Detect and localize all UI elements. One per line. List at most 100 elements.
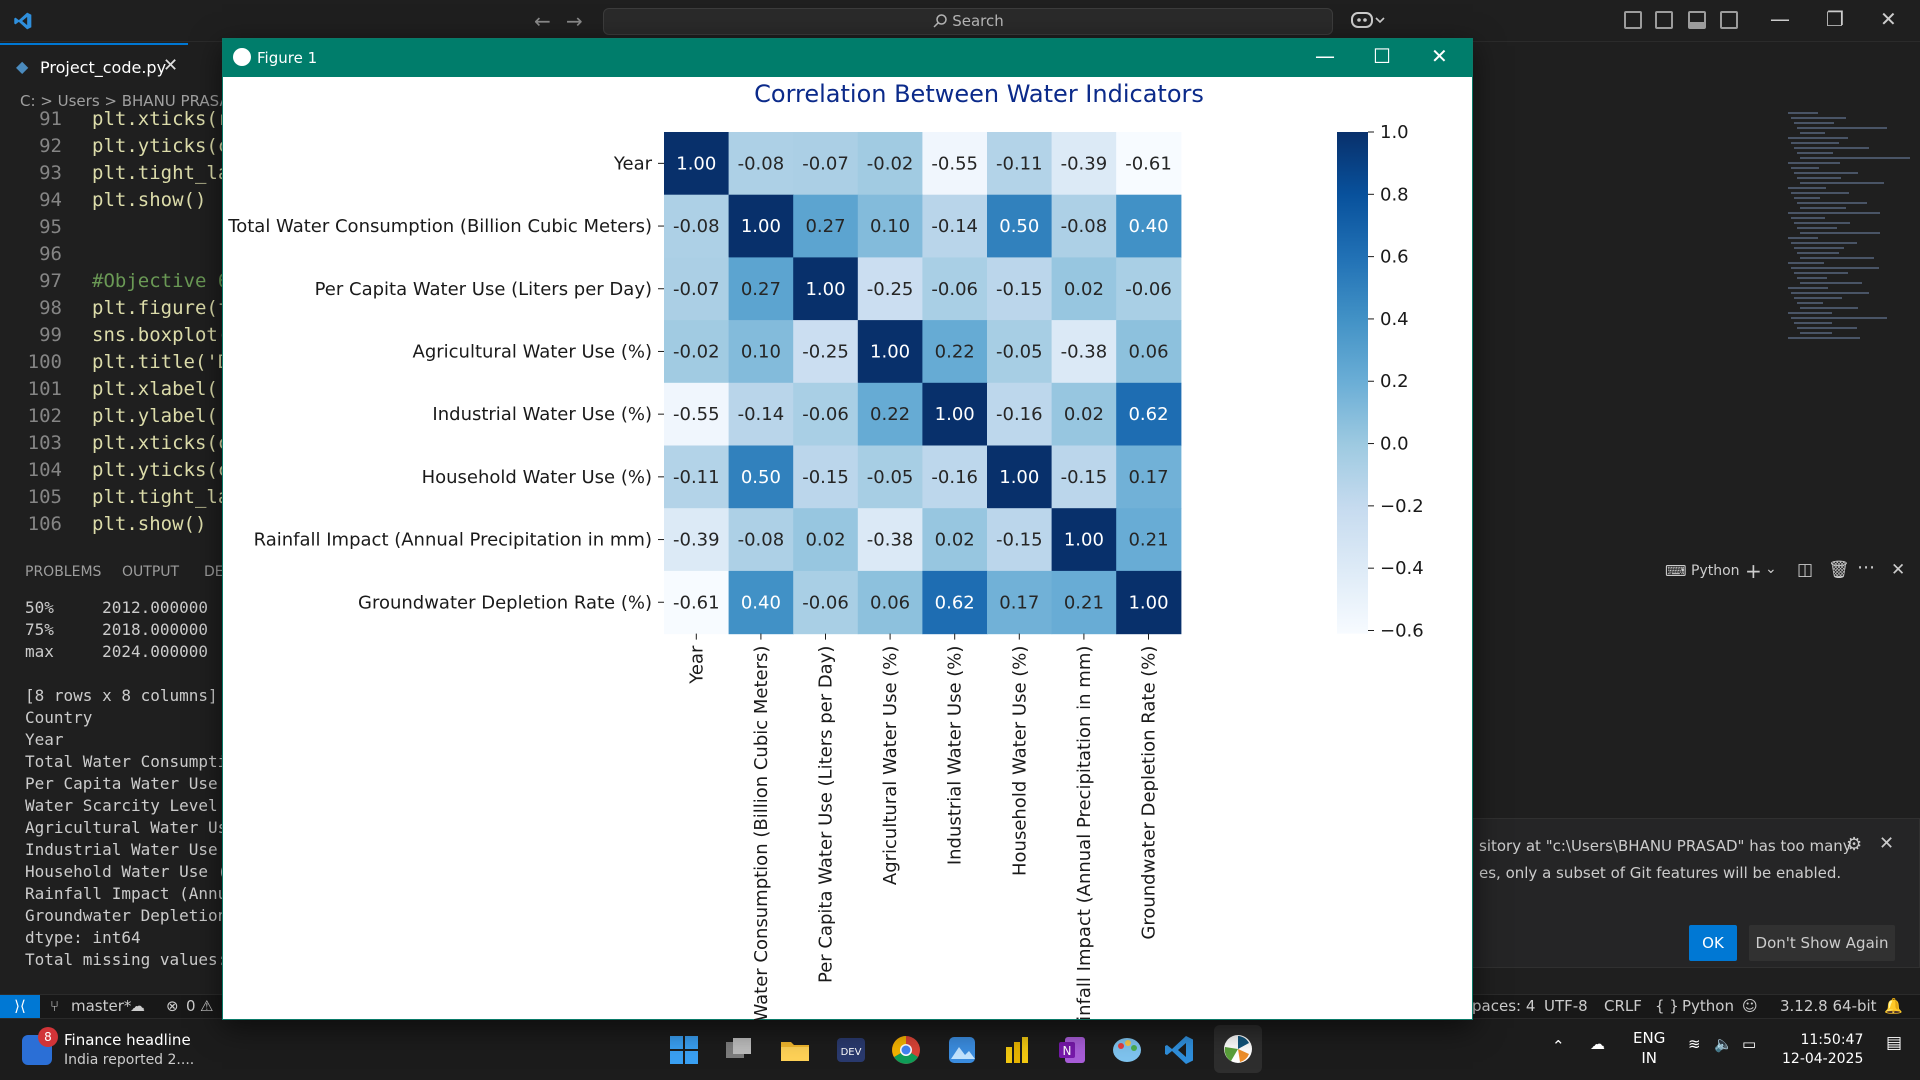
- forward-arrow-icon[interactable]: →: [566, 9, 583, 33]
- heatmap-cell-value: -0.15: [996, 279, 1043, 300]
- language-indicator[interactable]: ENG IN: [1633, 1028, 1665, 1068]
- terminal-output[interactable]: 50% 2012.000000 75% 2018.000000 max 2024.0…: [25, 598, 225, 972]
- code-line[interactable]: 106 plt.show(): [0, 513, 207, 540]
- code-line[interactable]: 99 sns.boxplot(: [0, 324, 229, 351]
- figure-canvas[interactable]: Correlation Between Water Indicators 1.0…: [223, 77, 1472, 1020]
- trash-icon[interactable]: 🗑: [1828, 560, 1850, 580]
- minimap[interactable]: [1788, 112, 1910, 342]
- more-actions-icon[interactable]: ⋯: [1857, 557, 1875, 578]
- close-panel-icon[interactable]: ✕: [1891, 560, 1906, 580]
- sync-icon[interactable]: ☁: [130, 997, 145, 1015]
- code-line[interactable]: 93 plt.tight_la: [0, 162, 229, 189]
- chrome-icon[interactable]: [889, 1033, 923, 1067]
- tab-debug-console[interactable]: DE: [204, 564, 224, 580]
- heatmap-cell-value: 0.02: [1064, 404, 1104, 425]
- gear-icon[interactable]: ⚙: [1846, 834, 1863, 855]
- code-line[interactable]: 96: [0, 243, 62, 270]
- remote-indicator-icon[interactable]: ⟩⟨: [0, 995, 40, 1019]
- figure-titlebar[interactable]: Figure 1 — ☐ ✕: [223, 39, 1472, 77]
- code-line[interactable]: 94 plt.show(): [0, 189, 206, 216]
- tab-output[interactable]: OUTPUT: [122, 564, 180, 580]
- task-view-icon[interactable]: [722, 1033, 756, 1067]
- windows-start-icon[interactable]: [667, 1033, 701, 1067]
- copilot-icon[interactable]: [1350, 10, 1386, 30]
- copilot-status-icon[interactable]: ☺: [1742, 997, 1758, 1015]
- figure-minimize-icon[interactable]: —: [1315, 44, 1335, 68]
- heatmap-cell-value: -0.08: [673, 216, 720, 237]
- battery-icon[interactable]: ▭: [1742, 1035, 1757, 1053]
- minimap-line: [1791, 192, 1849, 194]
- restore-window-icon[interactable]: ❐: [1826, 7, 1844, 31]
- minimize-window-icon[interactable]: —: [1770, 7, 1790, 31]
- new-terminal-icon[interactable]: +: [1745, 559, 1762, 583]
- system-clock[interactable]: 11:50:47 12-04-2025: [1782, 1031, 1863, 1069]
- toggle-primary-sidebar-icon[interactable]: [1655, 11, 1673, 29]
- dev-home-icon[interactable]: DEV: [834, 1033, 868, 1067]
- wifi-icon[interactable]: ≋: [1688, 1035, 1701, 1053]
- code-line[interactable]: 92 plt.yticks(c: [0, 135, 229, 162]
- matplotlib-figure-window[interactable]: Figure 1 — ☐ ✕ Correlation Between Water…: [222, 38, 1473, 1020]
- power-bi-icon[interactable]: [1000, 1033, 1034, 1067]
- paint-icon[interactable]: [1110, 1033, 1144, 1067]
- problems-count[interactable]: 0: [186, 997, 196, 1015]
- breadcrumb[interactable]: C: > Users > BHANU PRASA: [20, 92, 230, 110]
- notification-center-icon[interactable]: ▤: [1886, 1033, 1903, 1053]
- language-mode-label[interactable]: Python: [1682, 997, 1734, 1015]
- code-line[interactable]: 100 plt.title('D: [0, 351, 230, 378]
- line-number: 103: [27, 432, 62, 454]
- split-terminal-icon[interactable]: ◫: [1797, 560, 1814, 580]
- heatmap-cell-value: -0.08: [738, 530, 785, 551]
- code-line[interactable]: 97 #Objective 6: [0, 270, 229, 297]
- heatmap-cell-value: 1.00: [935, 404, 975, 425]
- code-line[interactable]: 103 plt.xticks(c: [0, 432, 230, 459]
- code-line[interactable]: 105 plt.tight_la: [0, 486, 230, 513]
- toggle-secondary-sidebar-icon[interactable]: [1720, 11, 1738, 29]
- news-headline-title[interactable]: Finance headline: [64, 1031, 191, 1049]
- back-arrow-icon[interactable]: ←: [534, 9, 551, 33]
- command-center-search[interactable]: Search: [603, 8, 1333, 35]
- file-explorer-icon[interactable]: [778, 1033, 812, 1067]
- code-line[interactable]: 104 plt.yticks(c: [0, 459, 230, 486]
- indentation-label[interactable]: paces: 4: [1472, 997, 1536, 1015]
- ok-button[interactable]: OK: [1689, 925, 1737, 961]
- notifications-bell-icon[interactable]: 🔔: [1884, 997, 1903, 1015]
- chevron-down-icon[interactable]: ⌄: [1765, 561, 1777, 577]
- code-line[interactable]: 91 plt.xticks(r: [0, 108, 229, 135]
- figure-close-icon[interactable]: ✕: [1431, 44, 1448, 68]
- onenote-icon[interactable]: N: [1055, 1033, 1089, 1067]
- code-line[interactable]: 102 plt.ylabel(': [0, 405, 230, 432]
- matplotlib-figure-taskbar-item[interactable]: [1214, 1025, 1262, 1073]
- interpreter-label[interactable]: 3.12.8 64-bit: [1780, 997, 1877, 1015]
- minimap-line: [1794, 147, 1869, 149]
- news-headline-sub[interactable]: India reported 2....: [64, 1052, 195, 1068]
- vscode-logo-icon[interactable]: [12, 11, 34, 31]
- figure-maximize-icon[interactable]: ☐: [1373, 44, 1391, 68]
- chevron-up-icon[interactable]: ⌃: [1552, 1037, 1565, 1055]
- code-line[interactable]: 101 plt.xlabel(': [0, 378, 230, 405]
- eol-label[interactable]: CRLF: [1604, 997, 1642, 1015]
- line-number: 102: [27, 405, 62, 427]
- encoding-label[interactable]: UTF-8: [1544, 997, 1588, 1015]
- code-line[interactable]: 95: [0, 216, 62, 243]
- tab-project-code[interactable]: ◆ Project_code.py ✕: [0, 43, 188, 88]
- line-text: plt.ylabel(': [92, 405, 230, 427]
- photos-icon[interactable]: [945, 1033, 979, 1067]
- onedrive-icon[interactable]: ☁: [1590, 1035, 1605, 1053]
- toggle-panel-icon[interactable]: [1688, 11, 1706, 29]
- customize-layout-icon[interactable]: [1624, 11, 1642, 29]
- close-window-icon[interactable]: ✕: [1880, 7, 1897, 31]
- terminal-profile-label[interactable]: Python: [1691, 563, 1740, 579]
- branch-label[interactable]: master*: [71, 997, 132, 1015]
- code-line[interactable]: 98 plt.figure(f: [0, 297, 229, 324]
- code-editor[interactable]: 91 plt.xticks(r 92 plt.yticks(c 93 plt.tight_…: [0, 108, 230, 548]
- heatmap-cell-value: 0.10: [870, 216, 910, 237]
- close-tab-icon[interactable]: ✕: [163, 55, 179, 76]
- vscode-taskbar-icon[interactable]: [1162, 1033, 1196, 1067]
- x-tick-label: Rainfall Impact (Annual Precipitation in…: [1074, 646, 1095, 1020]
- speaker-icon[interactable]: 🔈: [1714, 1035, 1733, 1053]
- dont-show-again-button[interactable]: Don't Show Again: [1749, 925, 1895, 961]
- terminal-line: Country: [25, 708, 93, 727]
- terminal-line: Total Water Consumptio: [25, 752, 225, 771]
- close-icon[interactable]: ✕: [1879, 833, 1895, 854]
- tab-problems[interactable]: PROBLEMS: [25, 564, 102, 580]
